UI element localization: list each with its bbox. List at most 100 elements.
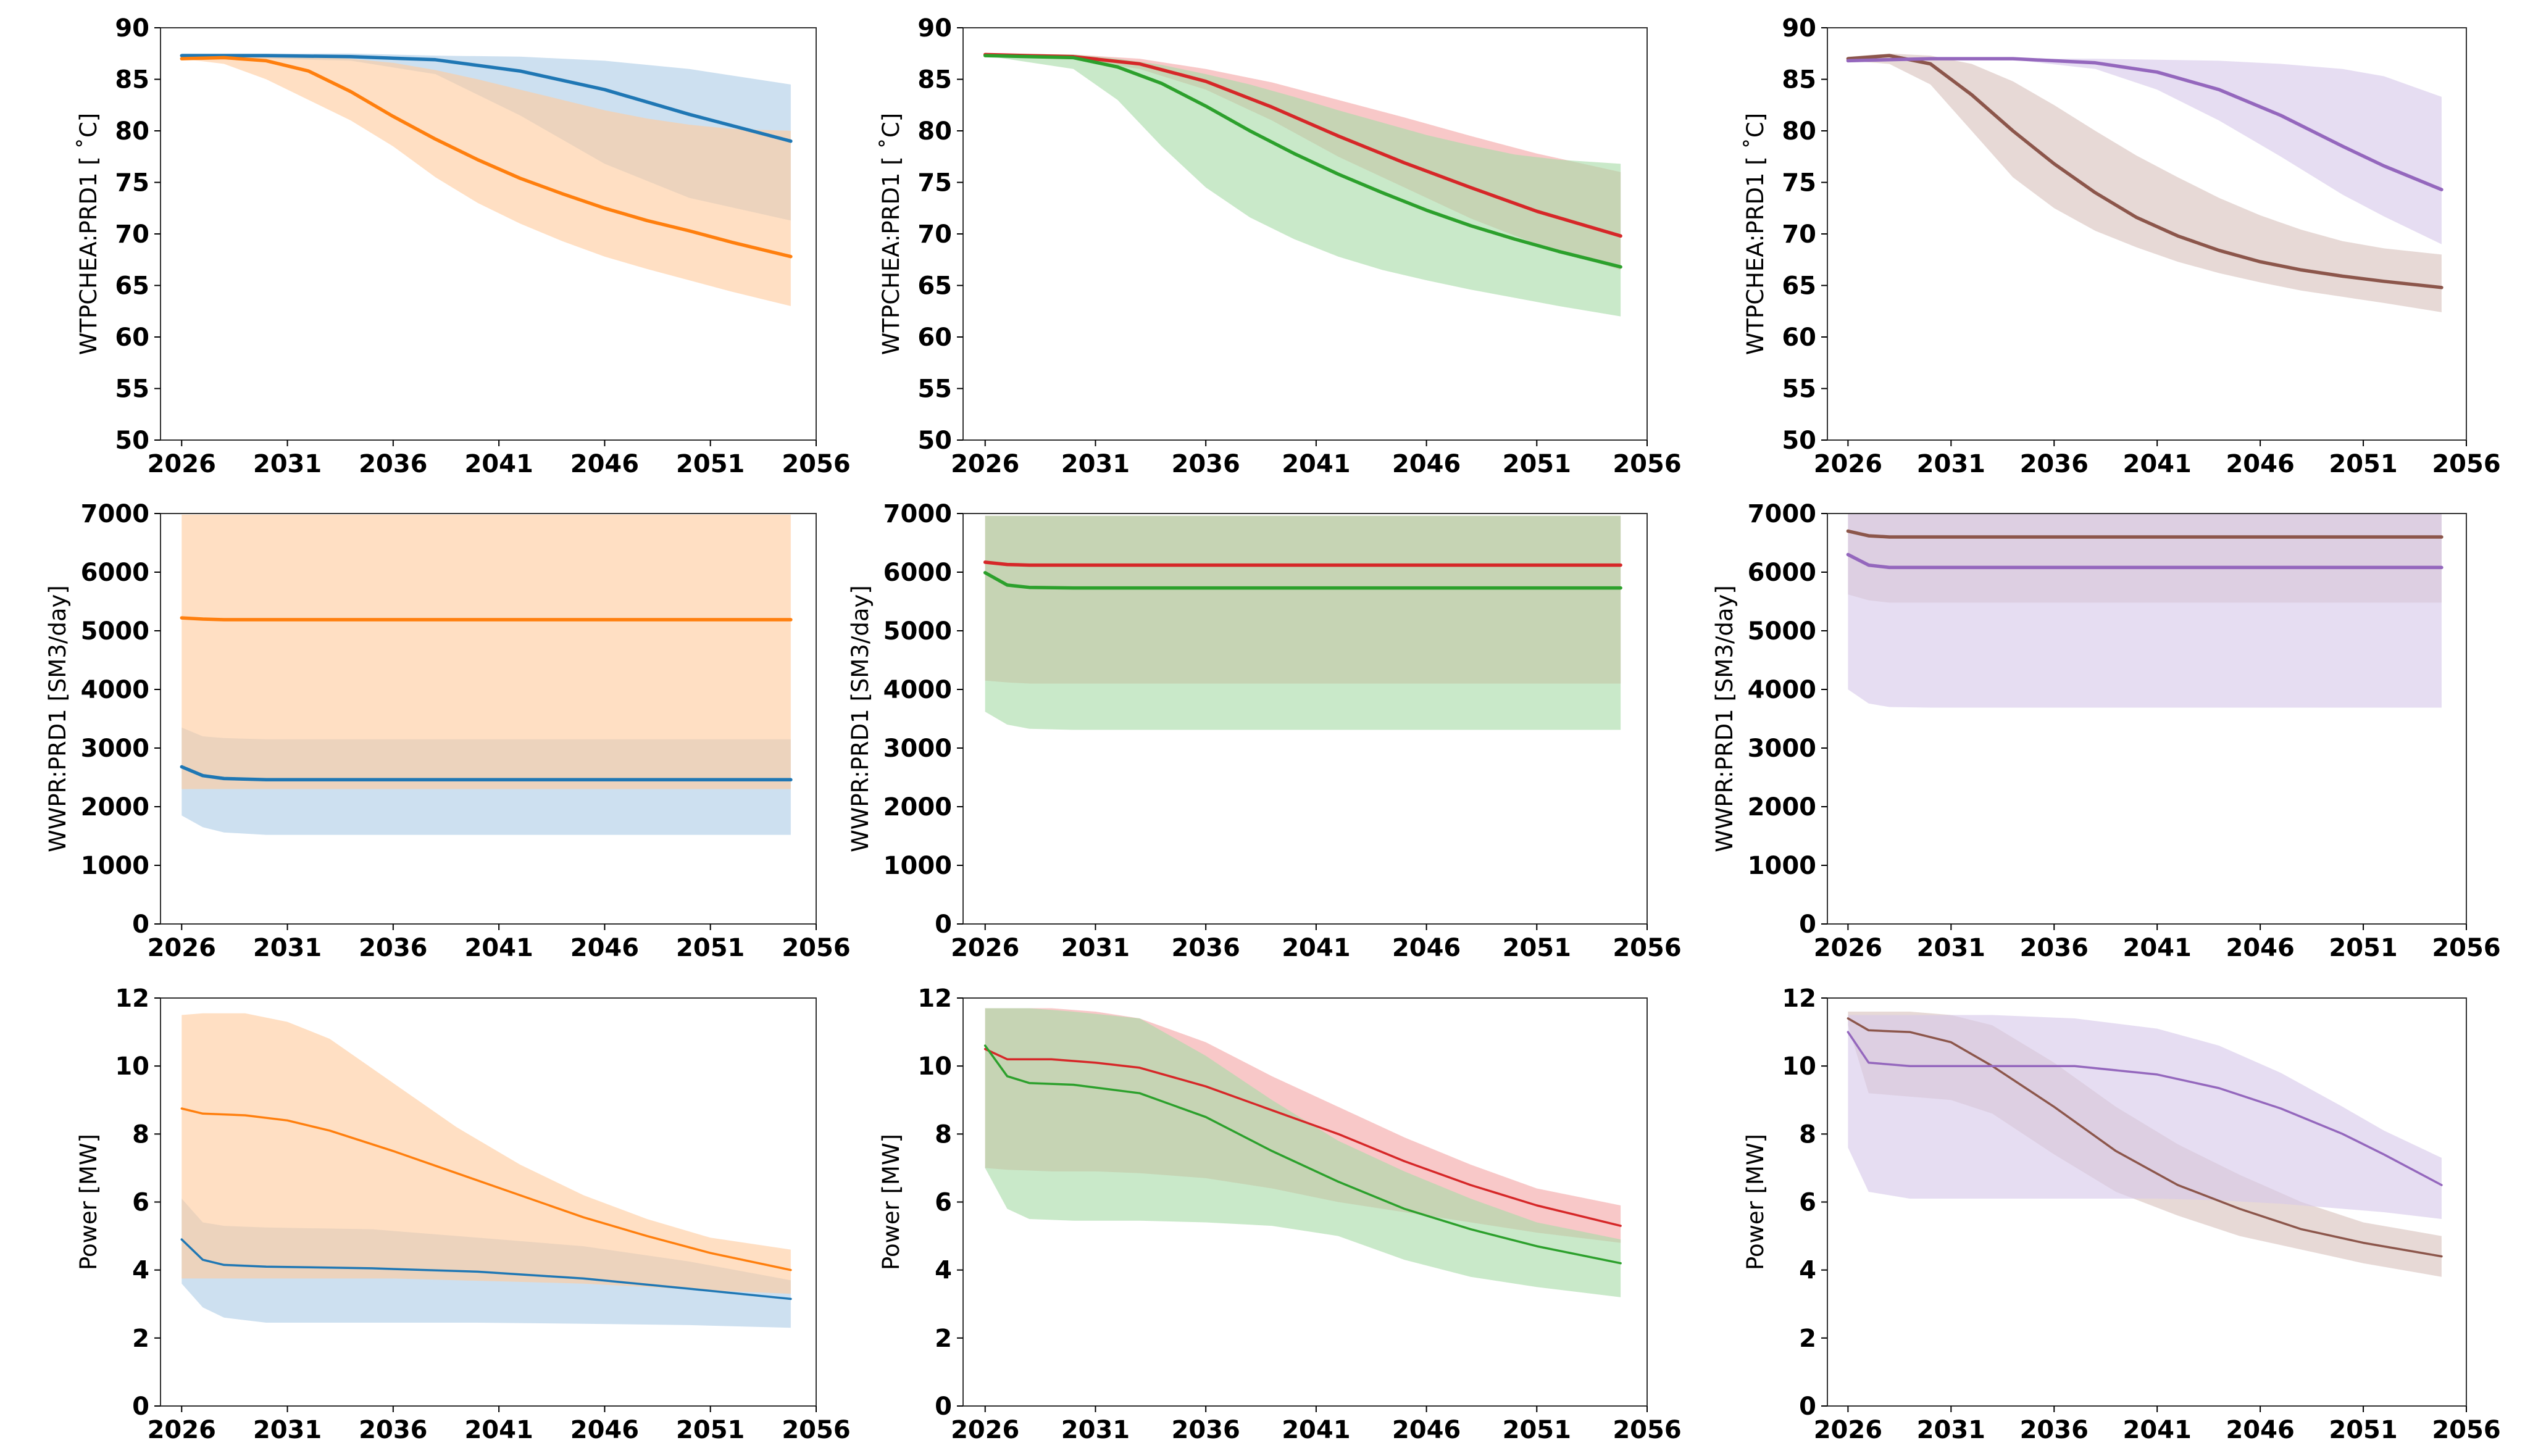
x-tick-label: 2041 xyxy=(2123,1416,2192,1444)
y-tick-label: 4 xyxy=(1799,1257,1816,1285)
chart-panel-row1-col2: 2026 2031 2036 2041 2046 2051 2056 50 55 60 65 70 75… xyxy=(878,14,1682,478)
x-tick-label: 2026 xyxy=(1814,450,1882,478)
y-tick-label: 8 xyxy=(1799,1120,1816,1149)
y-tick-label: 75 xyxy=(1782,169,1816,198)
y-axis-label: WTPCHEA:PRD1 [ ˚C] xyxy=(75,113,102,355)
x-tick-label: 2026 xyxy=(951,450,1019,478)
y-tick-label: 90 xyxy=(917,14,952,43)
x-tick-label: 2026 xyxy=(148,934,216,962)
x-tick-label: 2031 xyxy=(1061,450,1130,478)
x-tick-label: 2041 xyxy=(464,1416,533,1444)
x-tick-label: 2041 xyxy=(2123,934,2192,962)
chart-panel-row1-col3: 2026 2031 2036 2041 2046 2051 2056 50 55 60 65 70 75… xyxy=(1742,14,2501,478)
y-tick-label: 1000 xyxy=(883,852,952,880)
x-tick-label: 2041 xyxy=(464,450,533,478)
x-tick-label: 2026 xyxy=(951,1416,1019,1444)
line-purple xyxy=(1846,57,2444,191)
band-blue xyxy=(182,53,791,221)
x-tick-label: 2036 xyxy=(359,450,427,478)
x-tick-label: 2051 xyxy=(2329,934,2397,962)
y-tick-label: 60 xyxy=(917,323,952,352)
x-tick-label: 2046 xyxy=(2226,1416,2294,1444)
y-tick-label: 3000 xyxy=(81,734,149,763)
chart-panel-row3-col2: 2026 2031 2036 2041 2046 2051 2056 0 2 4 6 8 10 12 Pow… xyxy=(878,984,1682,1444)
y-tick-label: 12 xyxy=(917,984,952,1013)
chart-panel-row3-col1: 2026 2031 2036 2041 2046 2051 2056 0 2 4 6 8 10 12 Pow… xyxy=(75,984,851,1444)
y-tick-label: 85 xyxy=(917,66,952,94)
x-tick-label: 2036 xyxy=(2020,450,2089,478)
x-tick-label: 2046 xyxy=(1392,934,1461,962)
x-tick-label: 2056 xyxy=(782,1416,850,1444)
y-tick-label: 0 xyxy=(1799,1392,1816,1421)
line-blue xyxy=(180,1238,792,1300)
x-tick-label: 2036 xyxy=(359,1416,427,1444)
x-tick-label: 2031 xyxy=(253,1416,322,1444)
y-tick-label: 5000 xyxy=(81,617,149,646)
y-tick-label: 7000 xyxy=(1748,500,1816,528)
y-tick-label: 2000 xyxy=(81,793,149,822)
x-tick-label: 2056 xyxy=(2432,934,2500,962)
x-tick-label: 2036 xyxy=(1171,450,1240,478)
x-tick-label: 2026 xyxy=(951,934,1019,962)
y-axis-label: WWPR:PRD1 [SM3/day] xyxy=(1711,585,1738,852)
y-tick-label: 6 xyxy=(1799,1189,1816,1217)
y-tick-label: 6000 xyxy=(81,559,149,587)
x-tick-label: 2046 xyxy=(2226,450,2294,478)
line-red xyxy=(983,1047,1622,1227)
x-tick-label: 2051 xyxy=(676,450,745,478)
x-tick-label: 2031 xyxy=(1917,450,1985,478)
x-tick-label: 2036 xyxy=(2020,934,2089,962)
band-orange xyxy=(182,514,791,789)
x-tick-label: 2051 xyxy=(2329,1416,2397,1444)
x-tick-label: 2031 xyxy=(1061,1416,1130,1444)
y-axis-label: Power [MW] xyxy=(75,1134,102,1270)
y-tick-label: 5000 xyxy=(1748,617,1816,646)
band-orange xyxy=(182,1013,791,1294)
y-tick-label: 6 xyxy=(132,1189,149,1217)
y-tick-label: 75 xyxy=(917,169,952,198)
y-tick-label: 70 xyxy=(917,220,952,249)
x-tick-label: 2046 xyxy=(1392,450,1461,478)
y-tick-label: 7000 xyxy=(81,500,149,528)
y-tick-label: 4 xyxy=(935,1257,952,1285)
y-tick-label: 4 xyxy=(132,1257,149,1285)
x-tick-label: 2041 xyxy=(1282,1416,1350,1444)
band-purple xyxy=(1848,1015,2442,1219)
line-brown xyxy=(1846,54,2444,289)
band-green xyxy=(985,1008,1621,1297)
y-tick-label: 7000 xyxy=(883,500,952,528)
line-orange xyxy=(180,1107,792,1271)
x-tick-label: 2041 xyxy=(464,934,533,962)
y-tick-label: 80 xyxy=(1782,117,1816,146)
x-tick-label: 2041 xyxy=(2123,450,2192,478)
x-tick-label: 2026 xyxy=(1814,934,1882,962)
axes-frame xyxy=(962,513,1648,925)
x-tick-label: 2056 xyxy=(1613,450,1681,478)
y-tick-label: 65 xyxy=(917,272,952,301)
y-tick-label: 50 xyxy=(1782,426,1816,455)
x-tick-label: 2031 xyxy=(1061,934,1130,962)
y-tick-label: 60 xyxy=(1782,323,1816,352)
y-axis-label: WWPR:PRD1 [SM3/day] xyxy=(44,585,71,852)
x-tick-label: 2041 xyxy=(1282,450,1350,478)
y-tick-label: 55 xyxy=(115,375,149,404)
y-tick-label: 0 xyxy=(132,910,149,939)
y-tick-label: 0 xyxy=(935,910,952,939)
x-tick-label: 2036 xyxy=(1171,1416,1240,1444)
x-tick-label: 2051 xyxy=(2329,450,2397,478)
x-tick-label: 2036 xyxy=(1171,934,1240,962)
line-red xyxy=(983,52,1622,238)
x-tick-label: 2046 xyxy=(2226,934,2294,962)
x-tick-label: 2051 xyxy=(1503,1416,1571,1444)
y-tick-label: 55 xyxy=(917,375,952,404)
y-tick-label: 50 xyxy=(115,426,149,455)
x-tick-label: 2026 xyxy=(148,450,216,478)
y-tick-label: 12 xyxy=(115,984,149,1013)
y-tick-label: 8 xyxy=(935,1120,952,1149)
x-tick-label: 2051 xyxy=(1503,934,1571,962)
y-tick-label: 5000 xyxy=(883,617,952,646)
y-axis-label: WTPCHEA:PRD1 [ ˚C] xyxy=(878,113,904,355)
chart-panel-row2-col3: 2026 2031 2036 2041 2046 2051 2056 0 1000 2000 300… xyxy=(1711,500,2501,962)
line-purple xyxy=(1847,1031,2443,1186)
x-tick-label: 2056 xyxy=(2432,450,2500,478)
